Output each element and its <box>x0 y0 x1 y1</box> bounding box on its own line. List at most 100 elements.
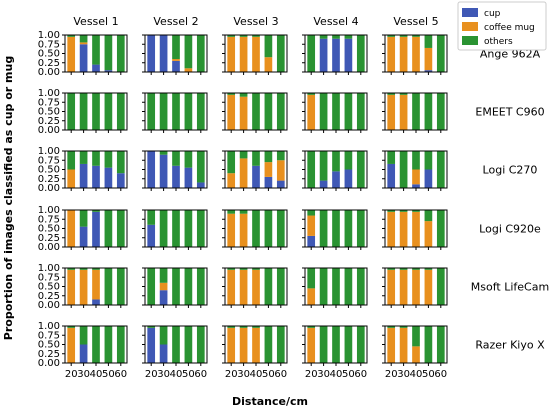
bar-cup <box>104 167 113 188</box>
bar-others <box>356 268 365 305</box>
legend-swatch-1 <box>462 8 478 17</box>
subplot-r1-c4 <box>302 34 368 75</box>
y-axis-label: Proportion of images classified as cup o… <box>2 56 15 340</box>
bar-others <box>319 93 328 130</box>
bar-coffee-mug <box>79 269 88 305</box>
bar-coffee-mug <box>67 36 76 72</box>
bar-others <box>344 93 353 130</box>
bar-coffee-mug <box>387 94 396 130</box>
bar-coffee-mug <box>307 288 316 305</box>
y-tick-label: 0.50 <box>38 107 60 118</box>
subplot-r1-c5 <box>382 34 448 75</box>
subplot-r5-c5 <box>382 267 448 308</box>
bar-others <box>172 93 180 130</box>
bar-others <box>276 326 285 363</box>
bar-others <box>147 93 156 130</box>
bar-others <box>172 35 180 60</box>
x-tick-label: 30 <box>157 369 170 380</box>
bar-cup <box>264 176 273 188</box>
bar-others <box>196 35 205 72</box>
bar-others <box>67 151 76 170</box>
subplot-r5-c4 <box>302 267 368 308</box>
bar-cup <box>104 70 113 72</box>
legend-label-2: coffee mug <box>484 23 535 33</box>
x-tick-label: 40 <box>330 369 343 380</box>
y-tick-label: 0.25 <box>38 349 60 360</box>
bar-cup <box>159 154 168 188</box>
bar-coffee-mug <box>79 42 88 45</box>
y-tick-label: 0.25 <box>38 233 60 244</box>
bar-others <box>276 35 285 72</box>
bar-coffee-mug <box>227 327 236 363</box>
bar-others <box>227 268 236 270</box>
x-tick-label: 40 <box>170 369 183 380</box>
bar-others <box>319 268 328 305</box>
legend-box <box>457 1 547 51</box>
bar-cup <box>79 226 88 247</box>
bar-coffee-mug <box>67 327 76 363</box>
bar-coffee-mug <box>252 327 260 363</box>
bar-coffee-mug <box>172 59 180 61</box>
subplot-r4-c2 <box>142 209 208 250</box>
subplot-r1-c1: 0.000.250.500.751.00 <box>38 30 128 78</box>
bar-others <box>264 326 273 363</box>
bar-others <box>92 326 100 363</box>
bar-others <box>424 268 433 270</box>
bar-others <box>227 210 236 214</box>
bar-coffee-mug <box>387 36 396 72</box>
subplot-grid: Vessel 1 Vessel 2 Vessel 3 Vessel 4 Vessel 5… <box>38 15 549 380</box>
bar-coffee-mug <box>399 36 408 72</box>
bar-coffee-mug <box>264 57 273 72</box>
bar-coffee-mug <box>67 169 76 188</box>
bar-others <box>436 210 445 247</box>
subplot-r4-c1: 0.000.250.500.751.00 <box>38 205 128 253</box>
legend-label-1: cup <box>484 9 501 19</box>
y-tick-label: 0.75 <box>38 330 60 341</box>
subplot-r6-c2: 20 30 40 50 60 <box>142 325 208 380</box>
bar-others <box>276 210 285 247</box>
row-label-2: EMEET C960 <box>475 106 544 119</box>
bar-others <box>387 210 396 212</box>
bar-others <box>92 268 100 270</box>
bar-coffee-mug <box>239 213 248 247</box>
bar-others <box>159 151 168 155</box>
bar-others <box>252 326 260 328</box>
bar-cup <box>276 180 285 188</box>
subplot-r2-c1: 0.000.250.500.751.00 <box>38 88 128 136</box>
bar-cup <box>424 169 433 188</box>
bar-others <box>67 35 76 37</box>
bar-others <box>92 210 100 212</box>
column-header-4: Vessel 4 <box>313 15 358 28</box>
bar-cup <box>424 70 433 72</box>
bar-coffee-mug <box>252 269 260 305</box>
bar-others <box>424 151 433 170</box>
bar-others <box>264 268 273 305</box>
y-tick-label: 0.50 <box>38 224 60 235</box>
bar-cup <box>307 235 316 247</box>
bar-others <box>332 93 340 130</box>
x-tick-label: 50 <box>342 369 355 380</box>
bar-others <box>387 35 396 37</box>
y-tick-label: 0.25 <box>38 58 60 69</box>
column-header-3: Vessel 3 <box>233 15 278 28</box>
bar-others <box>436 93 445 130</box>
bar-coffee-mug <box>276 160 285 181</box>
y-tick-label: 0.50 <box>38 165 60 176</box>
bar-cup <box>147 327 156 363</box>
bar-others <box>412 210 420 212</box>
bar-others <box>104 35 113 71</box>
bar-cup <box>79 44 88 72</box>
y-tick-label: 1.00 <box>38 321 60 332</box>
x-axis-label: Distance/cm <box>232 395 308 408</box>
bar-others <box>196 93 205 130</box>
bar-others <box>239 35 248 37</box>
bar-others <box>184 210 193 247</box>
bar-others <box>184 93 193 130</box>
column-header-2: Vessel 2 <box>153 15 198 28</box>
bar-cup <box>319 38 328 72</box>
subplot-r6-c3: 20 30 40 50 60 <box>222 325 288 380</box>
bar-others <box>159 210 168 247</box>
bar-coffee-mug <box>227 269 236 305</box>
bar-others <box>227 35 236 37</box>
